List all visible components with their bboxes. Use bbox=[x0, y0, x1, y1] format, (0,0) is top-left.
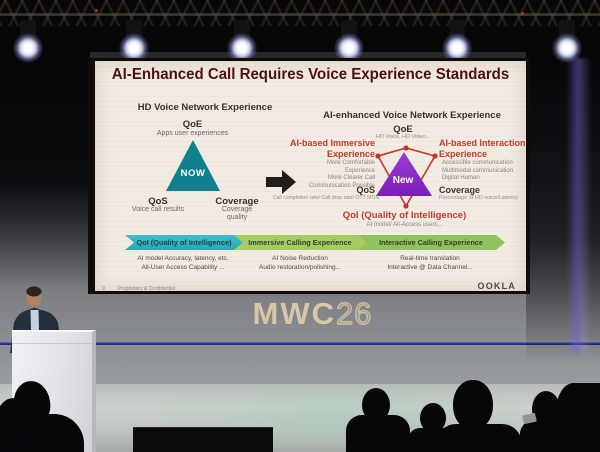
new-label: New bbox=[392, 175, 414, 186]
projection-screen: AI-Enhanced Call Requires Voice Experien… bbox=[88, 58, 530, 294]
chevron-note-3-line2: Interactive @ Data Channel... bbox=[387, 264, 473, 271]
confidential-label: Proprietary & Confidential bbox=[118, 286, 175, 292]
chevron-note-3-line1: Real-time translation bbox=[400, 255, 460, 262]
immersive-desc-line3: More Clearer Call bbox=[327, 175, 375, 182]
audience-silhouette bbox=[346, 415, 410, 452]
immersive-desc-line2: Experience bbox=[344, 167, 375, 174]
new-triangle bbox=[376, 152, 432, 196]
qoi-label: QoI (Quality of Intelligence) bbox=[342, 210, 467, 221]
chevron-note-2-line1: AI Noise Reduction bbox=[272, 255, 328, 262]
red-indicator-light bbox=[95, 9, 98, 12]
left-shadow bbox=[0, 50, 90, 288]
audience-silhouette bbox=[556, 383, 600, 452]
presentation-slide: AI-Enhanced Call Requires Voice Experien… bbox=[95, 61, 526, 292]
interaction-desc: Accessible communication Multimodal comm… bbox=[442, 160, 552, 183]
immersive-desc-line4: Communication Possible bbox=[308, 182, 375, 189]
right-coverage-label: Coverage bbox=[439, 185, 481, 195]
backdrop-blue-stripe bbox=[0, 342, 600, 345]
left-coverage-desc-line1: Coverage bbox=[221, 206, 253, 213]
left-coverage-desc-line2: quality bbox=[226, 214, 248, 221]
chevron-note-3: Real-time translation Interactive @ Data… bbox=[350, 254, 510, 272]
vertex-dot bbox=[403, 203, 409, 209]
slide-title: AI-Enhanced Call Requires Voice Experien… bbox=[111, 66, 510, 83]
interaction-desc-line2: Multimodal communication bbox=[442, 167, 514, 174]
left-coverage-desc: Coverage quality bbox=[208, 206, 266, 222]
immersive-desc-line1: More Comfortable bbox=[326, 160, 375, 166]
interaction-label-line2: Experience bbox=[439, 149, 488, 159]
pentagon-diagram bbox=[375, 145, 438, 209]
stage-light bbox=[552, 33, 582, 63]
audience-silhouette bbox=[453, 380, 493, 430]
right-coverage-desc: Percentage of HD voice/Latency bbox=[439, 195, 518, 201]
chevron-note-2: AI Noise Reduction Audio restoration/pol… bbox=[225, 254, 375, 272]
qoi-desc: AI model/ All-Access users... bbox=[366, 222, 443, 228]
mwc-logo-year: 26 bbox=[335, 295, 373, 331]
chevron-note-2-line2: Audio restoration/polishing... bbox=[258, 264, 342, 271]
presenter-shirt bbox=[30, 310, 39, 331]
left-coverage-label: Coverage bbox=[215, 196, 259, 207]
immersive-label-line1: AI-based Immersive bbox=[289, 138, 375, 148]
audience-silhouette bbox=[436, 424, 522, 452]
immersive-desc: More Comfortable Experience More Clearer… bbox=[253, 160, 375, 190]
left-qoe-label: QoE bbox=[182, 119, 203, 130]
presenter-hair bbox=[26, 286, 42, 297]
now-triangle bbox=[166, 140, 220, 191]
stage-light bbox=[13, 33, 43, 63]
right-qos-label: QoS bbox=[356, 185, 375, 195]
truss-bar bbox=[0, 13, 600, 16]
stage-monitor bbox=[133, 427, 273, 452]
vertex-dot bbox=[432, 153, 438, 159]
page-number: 9 bbox=[102, 286, 105, 292]
chevron-note-1: AI model Accuracy, latency, etc. All-Use… bbox=[103, 254, 263, 272]
interaction-desc-line1: Accessible communication bbox=[442, 160, 513, 166]
chevron-qoi: QoI (Quality of Intelligence) bbox=[125, 235, 243, 250]
red-indicator-light bbox=[521, 12, 524, 15]
chevron-note-1-line1: AI model Accuracy, latency, etc. bbox=[137, 255, 229, 262]
chevron-note-1-line2: All-User Access Capability ... bbox=[141, 264, 225, 271]
vertex-dot bbox=[403, 145, 409, 151]
interaction-label-line1: AI-based Interaction bbox=[439, 138, 526, 148]
left-qos-label: QoS bbox=[148, 196, 168, 207]
purple-light-strip bbox=[566, 58, 592, 353]
chevron-immersive: Immersive Calling Experience bbox=[234, 235, 366, 250]
left-qoe-desc: Apps user experiences bbox=[156, 130, 229, 137]
right-qoe-desc: HD Voice, HD Video... bbox=[375, 134, 430, 140]
interaction-desc-line3: Digital Human bbox=[442, 175, 480, 182]
right-qoe-label: QoE bbox=[393, 124, 413, 135]
chevron-interactive: Interactive Calling Experience bbox=[357, 235, 505, 250]
right-qos-desc: Call completion rate/ Call drop rate/ OT… bbox=[272, 195, 379, 201]
vertex-dot bbox=[375, 153, 381, 159]
ookla-logo: OOKLA bbox=[477, 281, 516, 291]
immersive-label-line2: Experience bbox=[326, 149, 375, 159]
mwc26-logo: MWC26 bbox=[205, 295, 420, 332]
left-qos-desc: Voice call results bbox=[131, 206, 185, 213]
transition-arrow-head bbox=[282, 170, 296, 194]
now-label: NOW bbox=[180, 168, 206, 179]
right-section-heading: AI-enhanced Voice Network Experience bbox=[323, 110, 501, 121]
transition-arrow bbox=[266, 177, 282, 187]
left-section-heading: HD Voice Network Experience bbox=[137, 102, 273, 113]
mwc-logo-text: MWC bbox=[252, 296, 336, 331]
ceiling-rig bbox=[0, 0, 600, 63]
